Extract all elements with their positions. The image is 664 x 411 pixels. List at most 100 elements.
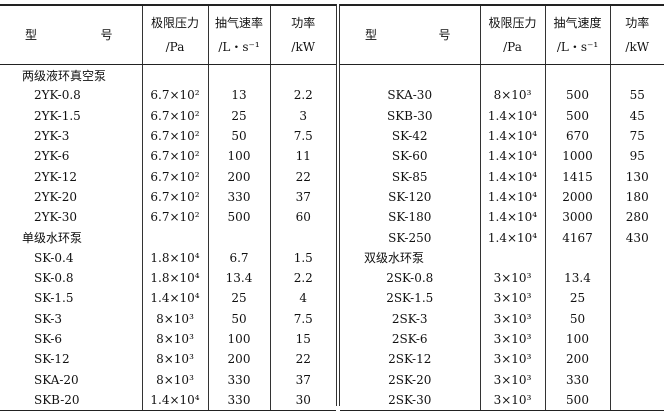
table-row: 2YK-0.8 6.7×10² 13 2.2 xyxy=(0,85,336,106)
cell-pressure: 3×10³ xyxy=(479,349,545,370)
table-row: SKA-20 8×10³ 330 37 xyxy=(0,369,336,390)
cell-speed: 330 xyxy=(544,369,610,390)
header-pressure-unit: /Pa xyxy=(165,40,185,54)
group-row: 双级水环泵 xyxy=(340,247,664,268)
table-row: 2SK-3 3×10³ 50 xyxy=(340,308,664,329)
cell-speed: 200 xyxy=(544,349,610,370)
header-pressure-unit: /Pa xyxy=(503,40,522,54)
cell-pressure: 1.4×10⁴ xyxy=(141,389,208,411)
table-row: SK-250 1.4×10⁴ 4167 430 xyxy=(340,227,664,248)
table-row: 2YK-12 6.7×10² 200 22 xyxy=(0,166,336,187)
cell-power xyxy=(609,308,664,329)
cell-empty xyxy=(544,247,610,268)
table-row xyxy=(340,64,664,86)
cell-speed: 2000 xyxy=(544,186,610,208)
header-model: 型号 xyxy=(340,4,480,65)
table-row: 2SK-30 3×10³ 500 xyxy=(340,389,664,411)
cell-pressure: 6.7×10² xyxy=(141,146,208,167)
cell-speed: 330 xyxy=(207,369,270,390)
cell-model: SK-3 xyxy=(34,311,63,326)
cell-speed: 50 xyxy=(207,125,270,147)
cell-pressure: 1.4×10⁴ xyxy=(479,105,545,126)
table-row: 2SK-0.8 3×10³ 13.4 xyxy=(340,267,664,289)
cell-power: 7.5 xyxy=(269,308,336,329)
cell-speed: 1415 xyxy=(544,166,610,187)
cell-speed: 200 xyxy=(207,166,270,187)
cell-power: 11 xyxy=(269,146,336,167)
cell-pressure: 1.4×10⁴ xyxy=(479,227,545,248)
cell-power: 22 xyxy=(269,166,336,187)
table-row: SK-60 1.4×10⁴ 1000 95 xyxy=(340,146,664,167)
cell-power xyxy=(609,267,664,289)
cell-pressure: 8×10³ xyxy=(141,369,208,390)
cell-power xyxy=(609,389,664,411)
cell-power: 60 xyxy=(269,207,336,228)
table-row: SK-0.4 1.8×10⁴ 6.7 1.5 xyxy=(0,247,336,268)
cell-speed xyxy=(544,64,610,86)
header-speed: 抽气速度/L・s⁻¹ xyxy=(544,4,610,65)
table-row: 2SK-6 3×10³ 100 xyxy=(340,328,664,350)
cell-pressure: 8×10³ xyxy=(141,308,208,329)
cell-model: SK-6 xyxy=(34,332,63,346)
header-power-unit: /kW xyxy=(291,40,316,54)
header-speed-label: 抽气速率 xyxy=(214,16,263,30)
cell-power xyxy=(609,328,664,350)
header-model: 型号 xyxy=(0,4,142,65)
cell-speed: 4167 xyxy=(544,227,610,248)
cell-speed: 200 xyxy=(207,349,270,370)
cell-speed: 500 xyxy=(544,105,610,126)
table-row: SK-180 1.4×10⁴ 3000 280 xyxy=(340,207,664,228)
header-pressure: 极限压力/Pa xyxy=(479,4,545,65)
cell-speed: 13.4 xyxy=(207,267,270,289)
cell-power: 280 xyxy=(609,207,664,228)
cell-model: 2SK-1.5 xyxy=(386,291,434,306)
header-model-b: 号 xyxy=(100,28,113,42)
cell-empty xyxy=(141,64,208,86)
cell-pressure: 3×10³ xyxy=(479,267,545,289)
cell-power: 2.2 xyxy=(269,85,336,106)
cell-speed: 100 xyxy=(207,328,270,350)
cell-power xyxy=(609,288,664,309)
header-speed-label: 抽气速度 xyxy=(553,16,602,30)
table-row: 2YK-3 6.7×10² 50 7.5 xyxy=(0,125,336,147)
table-row: SK-1.5 1.4×10⁴ 25 4 xyxy=(0,288,336,309)
cell-power: 180 xyxy=(609,186,664,208)
group-row: 两级液环真空泵 xyxy=(0,64,336,86)
cell-pressure: 8×10³ xyxy=(141,328,208,350)
cell-model: SK-0.8 xyxy=(34,271,74,286)
cell-speed: 330 xyxy=(207,389,270,411)
cell-power: 45 xyxy=(609,105,664,126)
cell-pressure: 6.7×10² xyxy=(141,125,208,147)
cell-empty xyxy=(141,227,208,248)
cell-model: SK-60 xyxy=(391,149,428,164)
cell-power: 130 xyxy=(609,166,664,187)
cell-power xyxy=(609,64,664,86)
cell-power: 2.2 xyxy=(269,267,336,289)
cell-speed: 1000 xyxy=(544,146,610,167)
cell-empty xyxy=(207,64,270,86)
group-row: 单级水环泵 xyxy=(0,227,336,248)
header-power: 功率/kW xyxy=(609,4,664,65)
cell-power: 95 xyxy=(609,146,664,167)
cell-speed: 500 xyxy=(544,389,610,411)
cell-power: 22 xyxy=(269,349,336,370)
cell-empty xyxy=(609,247,664,268)
cell-model: 2SK-0.8 xyxy=(386,271,434,286)
cell-empty xyxy=(269,227,336,248)
header-model-b: 号 xyxy=(438,28,451,42)
cell-pressure: 8×10³ xyxy=(141,349,208,370)
table-row: 2SK-20 3×10³ 330 xyxy=(340,369,664,390)
cell-pressure: 6.7×10² xyxy=(141,166,208,187)
cell-speed: 25 xyxy=(207,105,270,126)
cell-pressure xyxy=(479,64,545,86)
table-row: 2YK-6 6.7×10² 100 11 xyxy=(0,146,336,167)
header-power-label: 功率 xyxy=(625,16,650,30)
cell-power: 75 xyxy=(609,125,664,147)
cell-pressure: 8×10³ xyxy=(479,85,545,106)
table-row: SK-12 8×10³ 200 22 xyxy=(0,349,336,370)
cell-model: 2YK-3 xyxy=(34,129,70,144)
cell-group: 单级水环泵 xyxy=(22,231,83,246)
cell-pressure: 1.4×10⁴ xyxy=(479,207,545,228)
cell-model: SK-1.5 xyxy=(34,291,74,306)
